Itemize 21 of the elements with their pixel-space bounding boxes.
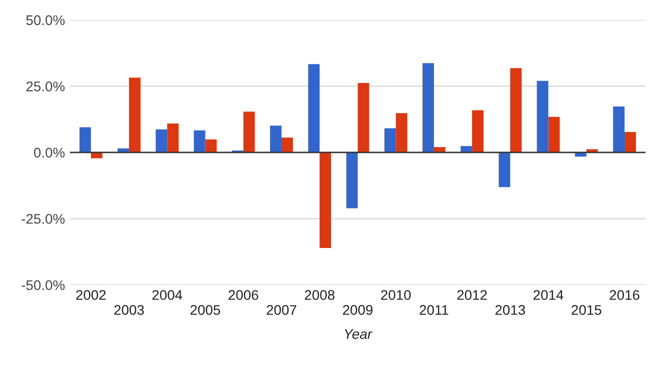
y-tick-label: -25.0% bbox=[22, 214, 65, 224]
y-tick-label: 25.0% bbox=[26, 81, 65, 92]
x-tick-label: 2002 bbox=[76, 290, 106, 300]
x-tick-label: 2011 bbox=[420, 305, 448, 315]
x-tick-label: 2010 bbox=[381, 290, 411, 300]
x-tick-label: 2007 bbox=[266, 305, 296, 315]
x-tick-label: 2005 bbox=[190, 305, 220, 315]
y-tick-label: -50.0% bbox=[22, 280, 65, 290]
x-tick-label: 2014 bbox=[534, 290, 564, 300]
x-tick-label: 2004 bbox=[152, 290, 182, 300]
x-tick-label: 2013 bbox=[495, 305, 526, 315]
y-tick-label: 50.0% bbox=[26, 15, 65, 26]
x-tick-label: 2015 bbox=[572, 305, 602, 315]
x-tick-label: 2008 bbox=[304, 290, 334, 300]
x-tick-label: 2009 bbox=[342, 305, 373, 315]
x-tick-label: 2003 bbox=[114, 305, 144, 315]
x-tick-label: 2012 bbox=[457, 290, 487, 300]
x-tick-label: 2006 bbox=[228, 290, 258, 300]
x-tick-label: 2016 bbox=[610, 290, 640, 300]
y-tick-label: 0.0% bbox=[34, 148, 65, 158]
x-axis-title: Year bbox=[344, 329, 372, 339]
